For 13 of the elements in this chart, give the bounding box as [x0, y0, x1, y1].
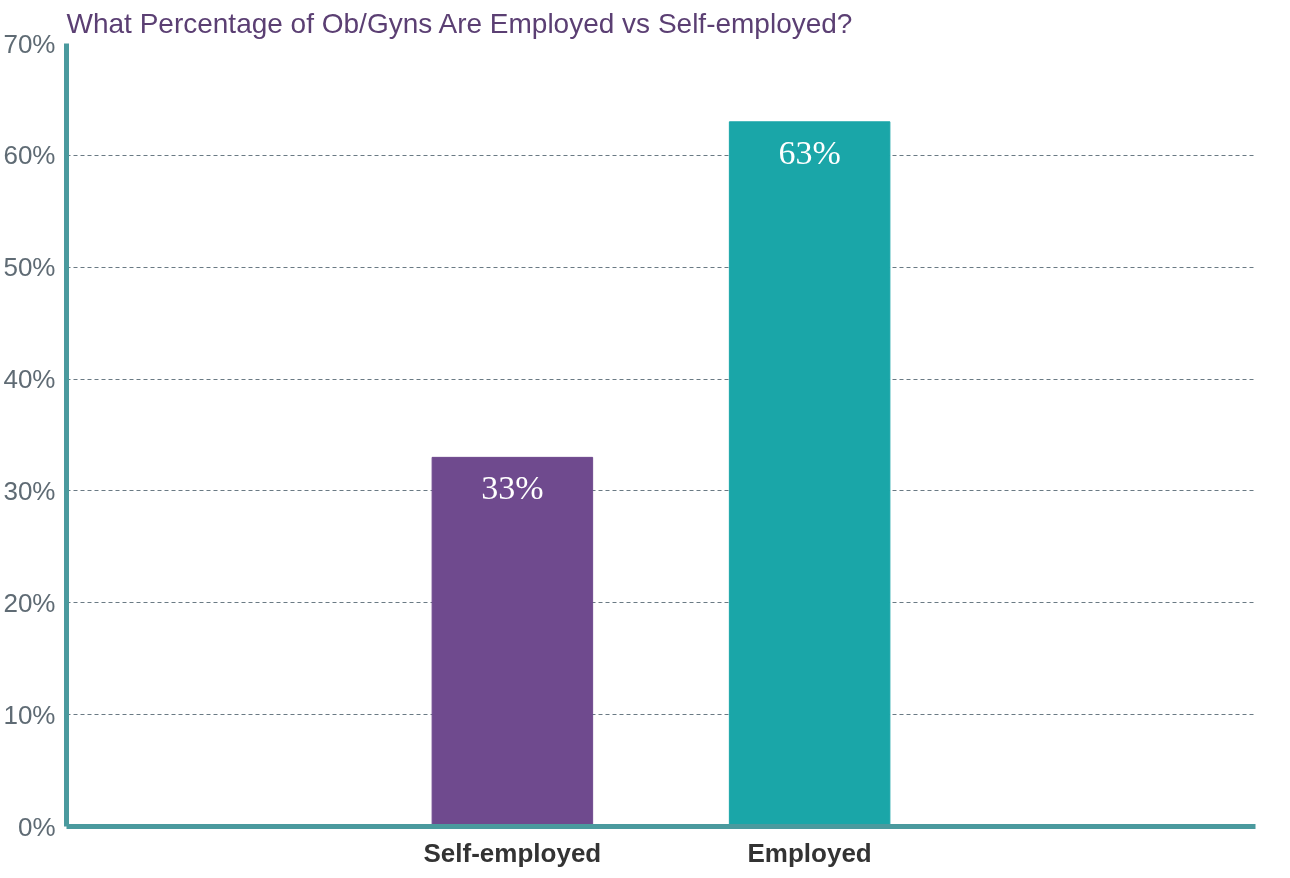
- y-tick-label: 70%: [3, 28, 56, 59]
- x-tick-label: Employed: [747, 837, 872, 868]
- y-tick-label: 40%: [3, 364, 56, 395]
- chart-title: What Percentage of Ob/Gyns Are Employed vs Self-employed?: [66, 7, 853, 39]
- y-tick-label: 60%: [3, 140, 56, 171]
- x-tick-label: Self-employed: [423, 837, 602, 868]
- y-tick-label: 10%: [3, 699, 56, 730]
- y-tick-label: 0%: [17, 811, 56, 842]
- y-tick-label: 30%: [3, 475, 56, 506]
- y-tick-label: 50%: [3, 252, 56, 283]
- data-label: 33%: [481, 469, 544, 507]
- data-label: 63%: [778, 133, 841, 171]
- y-tick-label: 20%: [3, 587, 56, 618]
